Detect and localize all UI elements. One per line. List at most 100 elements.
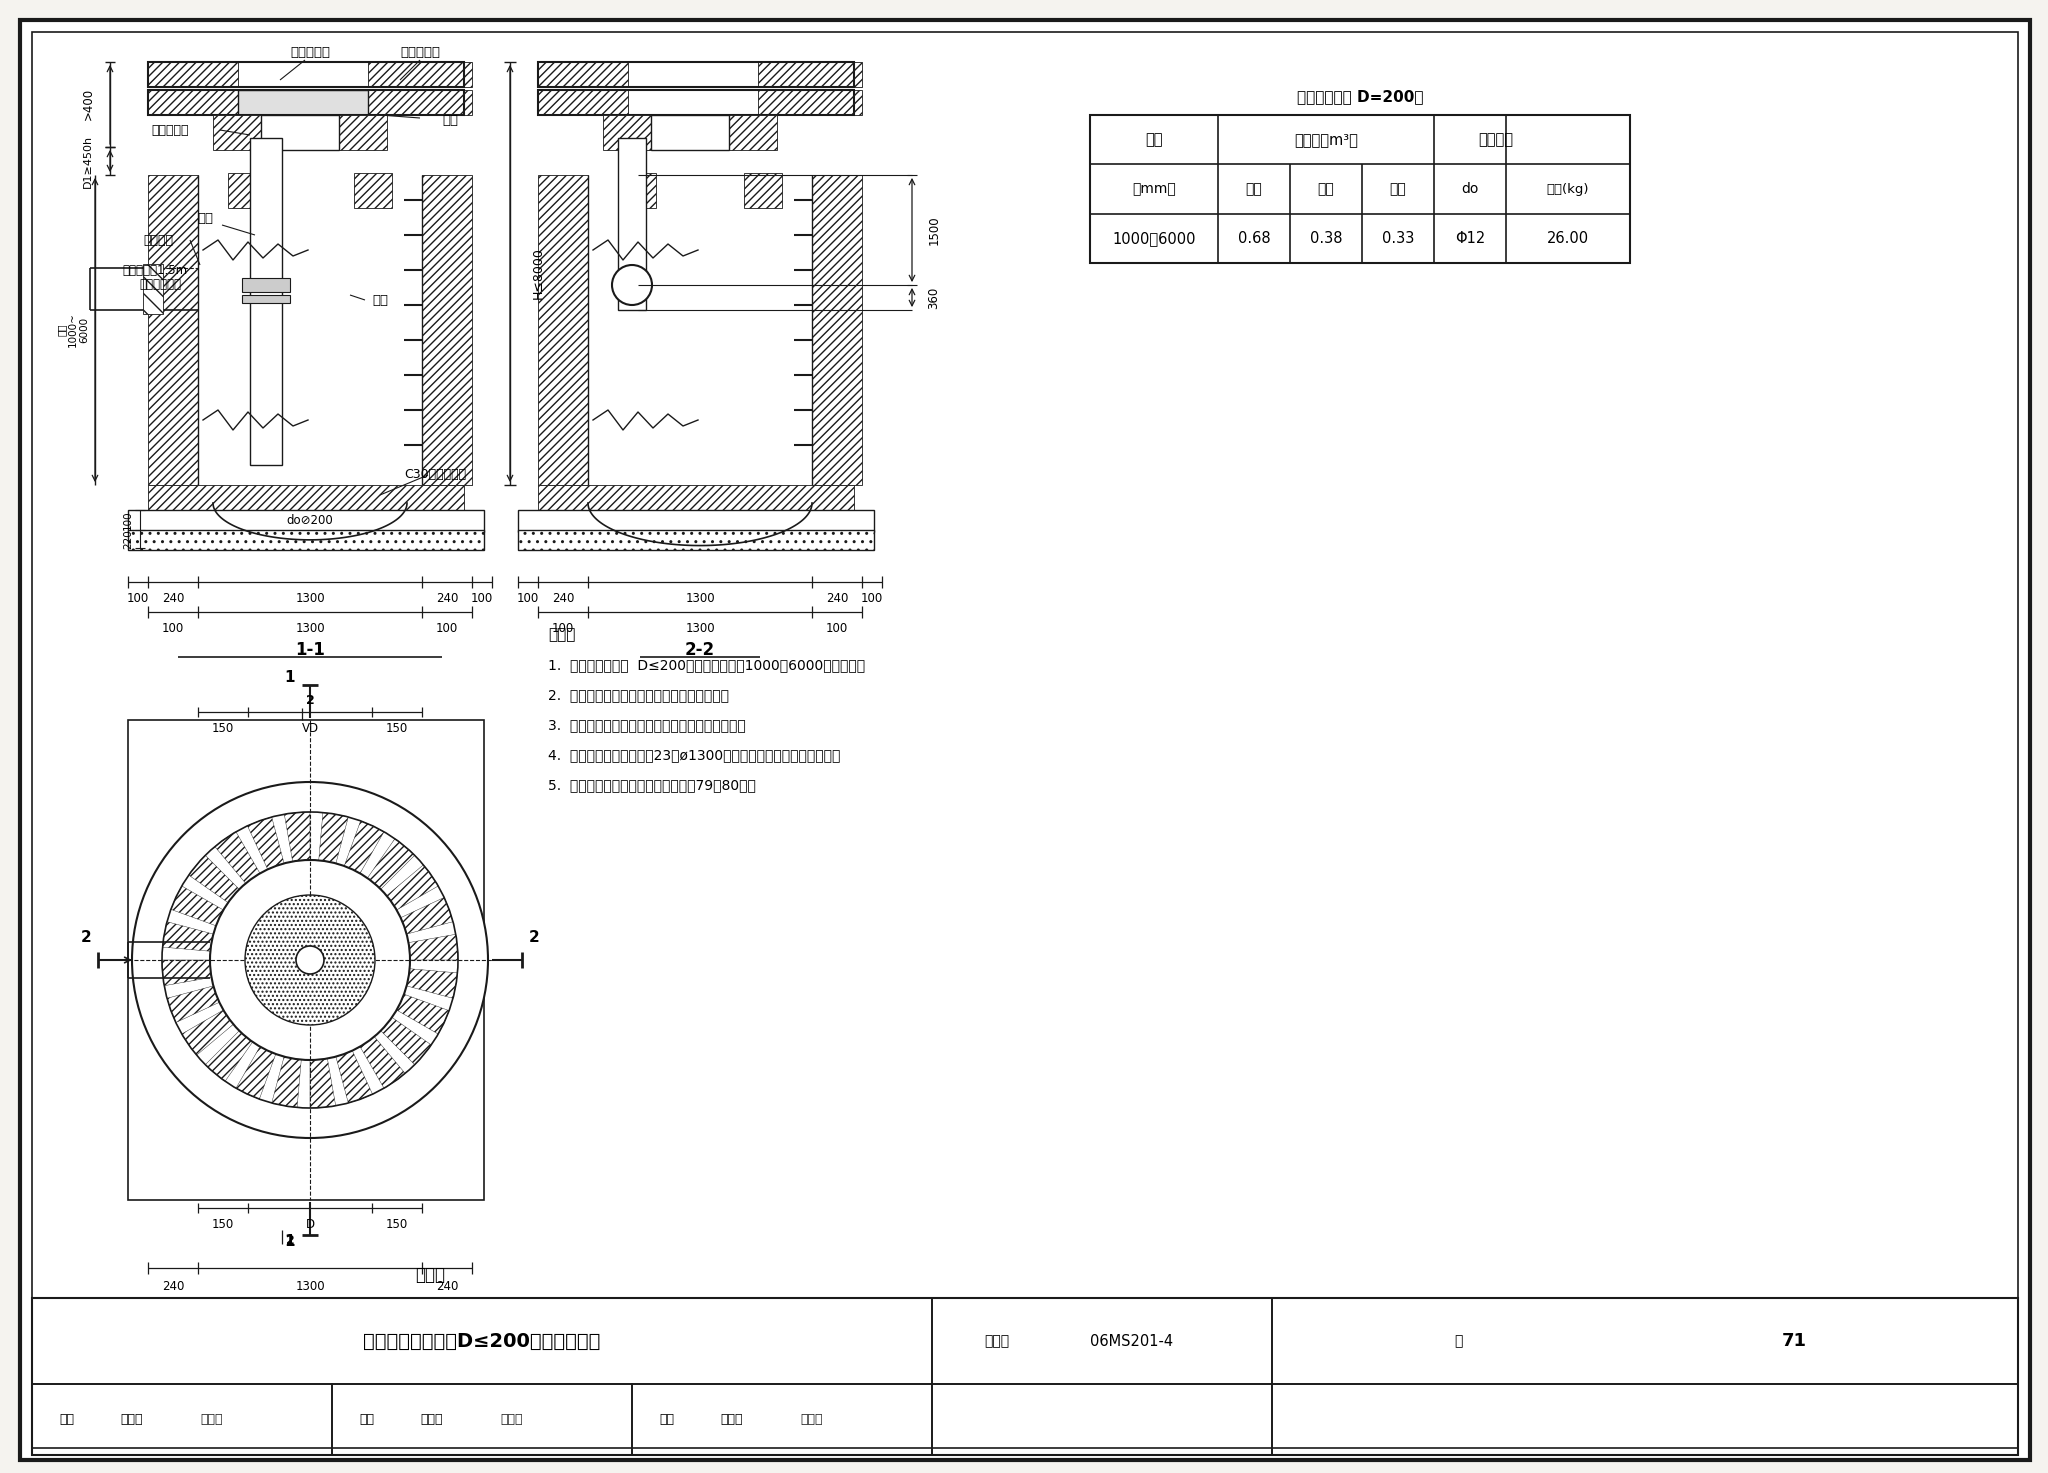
Text: 360: 360 <box>928 286 940 309</box>
Bar <box>33 1385 332 1455</box>
Circle shape <box>246 896 375 1025</box>
Text: 审核: 审核 <box>59 1413 74 1426</box>
Bar <box>633 1385 932 1455</box>
Bar <box>1090 115 1630 264</box>
Bar <box>238 62 369 87</box>
Text: 说明：: 说明： <box>549 627 575 642</box>
Bar <box>539 485 854 510</box>
Text: 5.  井室各部尺寸及组构图建本图集第79、80页。: 5. 井室各部尺寸及组构图建本图集第79、80页。 <box>549 778 756 792</box>
Bar <box>369 62 471 87</box>
Circle shape <box>162 812 459 1108</box>
Text: 1: 1 <box>285 670 295 685</box>
Text: 240: 240 <box>162 1280 184 1292</box>
Text: 踏步: 踏步 <box>373 293 387 306</box>
Text: 混凝土井圈: 混凝土井圈 <box>291 46 330 59</box>
Text: 220: 220 <box>123 529 133 549</box>
Text: 0.38: 0.38 <box>1311 231 1341 246</box>
Bar <box>621 140 643 155</box>
Text: 张连奎: 张连奎 <box>721 1413 743 1426</box>
Circle shape <box>131 782 487 1139</box>
Bar <box>127 510 483 532</box>
Bar <box>602 115 651 150</box>
Text: H≤8000: H≤8000 <box>532 247 545 299</box>
Circle shape <box>297 946 324 974</box>
Circle shape <box>612 265 651 305</box>
Text: 流槽: 流槽 <box>1391 183 1407 196</box>
Text: 240: 240 <box>162 592 184 604</box>
Text: 26.00: 26.00 <box>1546 231 1589 246</box>
Bar <box>518 530 874 549</box>
Text: 2-2: 2-2 <box>684 641 715 658</box>
Text: 周国华: 周国华 <box>420 1413 442 1426</box>
Text: 240: 240 <box>436 592 459 604</box>
Text: 底板钢筋: 底板钢筋 <box>1479 133 1513 147</box>
Text: C30混凝土流槽: C30混凝土流槽 <box>403 468 467 482</box>
Text: 1.  适用于跌落管径  D≤200铸铁管，跌差为1000～6000的污水管。: 1. 适用于跌落管径 D≤200铸铁管，跌差为1000～6000的污水管。 <box>549 658 864 672</box>
Text: 1300: 1300 <box>295 1280 326 1292</box>
Text: 100: 100 <box>551 622 573 635</box>
Text: 木塞: 木塞 <box>197 212 213 224</box>
Circle shape <box>211 860 410 1061</box>
Bar <box>369 90 471 115</box>
Bar <box>147 90 238 115</box>
Text: 图集号: 图集号 <box>985 1335 1010 1348</box>
Text: 底板: 底板 <box>1245 183 1262 196</box>
Bar <box>932 1385 1272 1455</box>
Text: 100: 100 <box>127 592 150 604</box>
Text: 陈宗明: 陈宗明 <box>121 1413 143 1426</box>
Text: 跌差: 跌差 <box>1145 133 1163 147</box>
Text: 安装一个支架: 安装一个支架 <box>139 278 180 292</box>
Text: 150: 150 <box>211 1218 233 1230</box>
Text: 0.68: 0.68 <box>1237 231 1270 246</box>
Text: 立管上每隔1.5m: 立管上每隔1.5m <box>123 264 188 277</box>
Text: 1300: 1300 <box>686 592 715 604</box>
Bar <box>629 90 758 115</box>
Text: 2: 2 <box>528 931 539 946</box>
Text: 100: 100 <box>123 510 133 530</box>
Text: 1-1: 1-1 <box>295 641 326 658</box>
Bar <box>932 1298 1272 1385</box>
Bar <box>811 175 862 485</box>
Text: 1300: 1300 <box>295 622 326 635</box>
Text: 2: 2 <box>80 931 92 946</box>
Bar <box>242 295 291 303</box>
Text: 240: 240 <box>436 1280 459 1292</box>
Bar <box>127 720 483 1200</box>
Bar <box>729 115 776 150</box>
Bar <box>539 175 588 485</box>
Bar <box>539 90 629 115</box>
Text: VD: VD <box>301 722 319 735</box>
Bar <box>127 510 483 532</box>
Text: 设计: 设计 <box>659 1413 674 1426</box>
Text: 1300: 1300 <box>295 592 326 604</box>
Bar <box>332 1385 633 1455</box>
Text: 240: 240 <box>551 592 573 604</box>
Text: 150: 150 <box>211 722 233 735</box>
Text: 2: 2 <box>285 1233 295 1246</box>
Text: 4.  混凝土盖板建本图集第23页ø1300圆形雨污水检查井盖板配筋图。: 4. 混凝土盖板建本图集第23页ø1300圆形雨污水检查井盖板配筋图。 <box>549 748 840 762</box>
Bar <box>147 62 465 87</box>
Bar <box>758 62 862 87</box>
Text: 150: 150 <box>385 1218 408 1230</box>
Bar <box>143 264 164 314</box>
Text: 2: 2 <box>305 694 315 707</box>
Bar <box>213 115 260 150</box>
Bar <box>743 172 782 208</box>
Text: 3.  接入支管超挖部分采用级配砂石或混凝土填实。: 3. 接入支管超挖部分采用级配砂石或混凝土填实。 <box>549 717 745 732</box>
Bar <box>618 172 655 208</box>
Bar <box>147 485 465 510</box>
Bar <box>422 175 471 485</box>
Text: 100: 100 <box>162 622 184 635</box>
Text: do: do <box>1462 183 1479 196</box>
Bar <box>340 115 387 150</box>
Bar <box>539 62 854 87</box>
Bar <box>651 115 729 150</box>
Bar <box>147 175 199 485</box>
Bar <box>539 90 854 115</box>
Text: 100: 100 <box>516 592 539 604</box>
Text: 混凝土（m³）: 混凝土（m³） <box>1294 133 1358 147</box>
Bar <box>252 445 281 463</box>
Bar <box>33 1298 932 1385</box>
Text: 井盖及支座: 井盖及支座 <box>399 46 440 59</box>
Bar <box>1272 1385 2017 1455</box>
